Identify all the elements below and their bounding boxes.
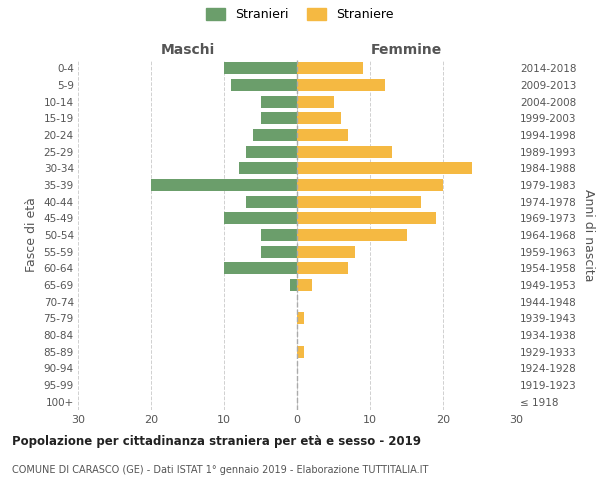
Bar bbox=[297, 112, 341, 124]
Bar bbox=[253, 129, 297, 141]
Bar bbox=[246, 146, 297, 158]
Bar bbox=[297, 129, 348, 141]
Bar bbox=[239, 162, 297, 174]
Bar bbox=[290, 279, 297, 291]
Bar bbox=[297, 96, 334, 108]
Bar bbox=[297, 212, 436, 224]
Text: COMUNE DI CARASCO (GE) - Dati ISTAT 1° gennaio 2019 - Elaborazione TUTTITALIA.IT: COMUNE DI CARASCO (GE) - Dati ISTAT 1° g… bbox=[12, 465, 428, 475]
Bar bbox=[297, 179, 443, 191]
Bar bbox=[297, 229, 407, 241]
Bar bbox=[246, 196, 297, 207]
Text: Maschi: Maschi bbox=[160, 44, 215, 58]
Bar bbox=[297, 196, 421, 207]
Bar bbox=[232, 79, 297, 91]
Bar bbox=[297, 262, 348, 274]
Y-axis label: Anni di nascita: Anni di nascita bbox=[583, 188, 595, 281]
Bar bbox=[297, 146, 392, 158]
Bar bbox=[297, 79, 385, 91]
Bar bbox=[297, 279, 311, 291]
Bar bbox=[297, 346, 304, 358]
Bar bbox=[224, 212, 297, 224]
Bar bbox=[224, 62, 297, 74]
Legend: Stranieri, Straniere: Stranieri, Straniere bbox=[202, 2, 398, 26]
Text: Femmine: Femmine bbox=[371, 44, 442, 58]
Bar bbox=[224, 262, 297, 274]
Bar bbox=[260, 112, 297, 124]
Bar bbox=[297, 246, 355, 258]
Bar bbox=[151, 179, 297, 191]
Bar bbox=[260, 246, 297, 258]
Bar bbox=[297, 162, 472, 174]
Text: Popolazione per cittadinanza straniera per età e sesso - 2019: Popolazione per cittadinanza straniera p… bbox=[12, 435, 421, 448]
Bar bbox=[260, 96, 297, 108]
Bar bbox=[260, 229, 297, 241]
Bar bbox=[297, 312, 304, 324]
Y-axis label: Fasce di età: Fasce di età bbox=[25, 198, 38, 272]
Bar bbox=[297, 62, 363, 74]
